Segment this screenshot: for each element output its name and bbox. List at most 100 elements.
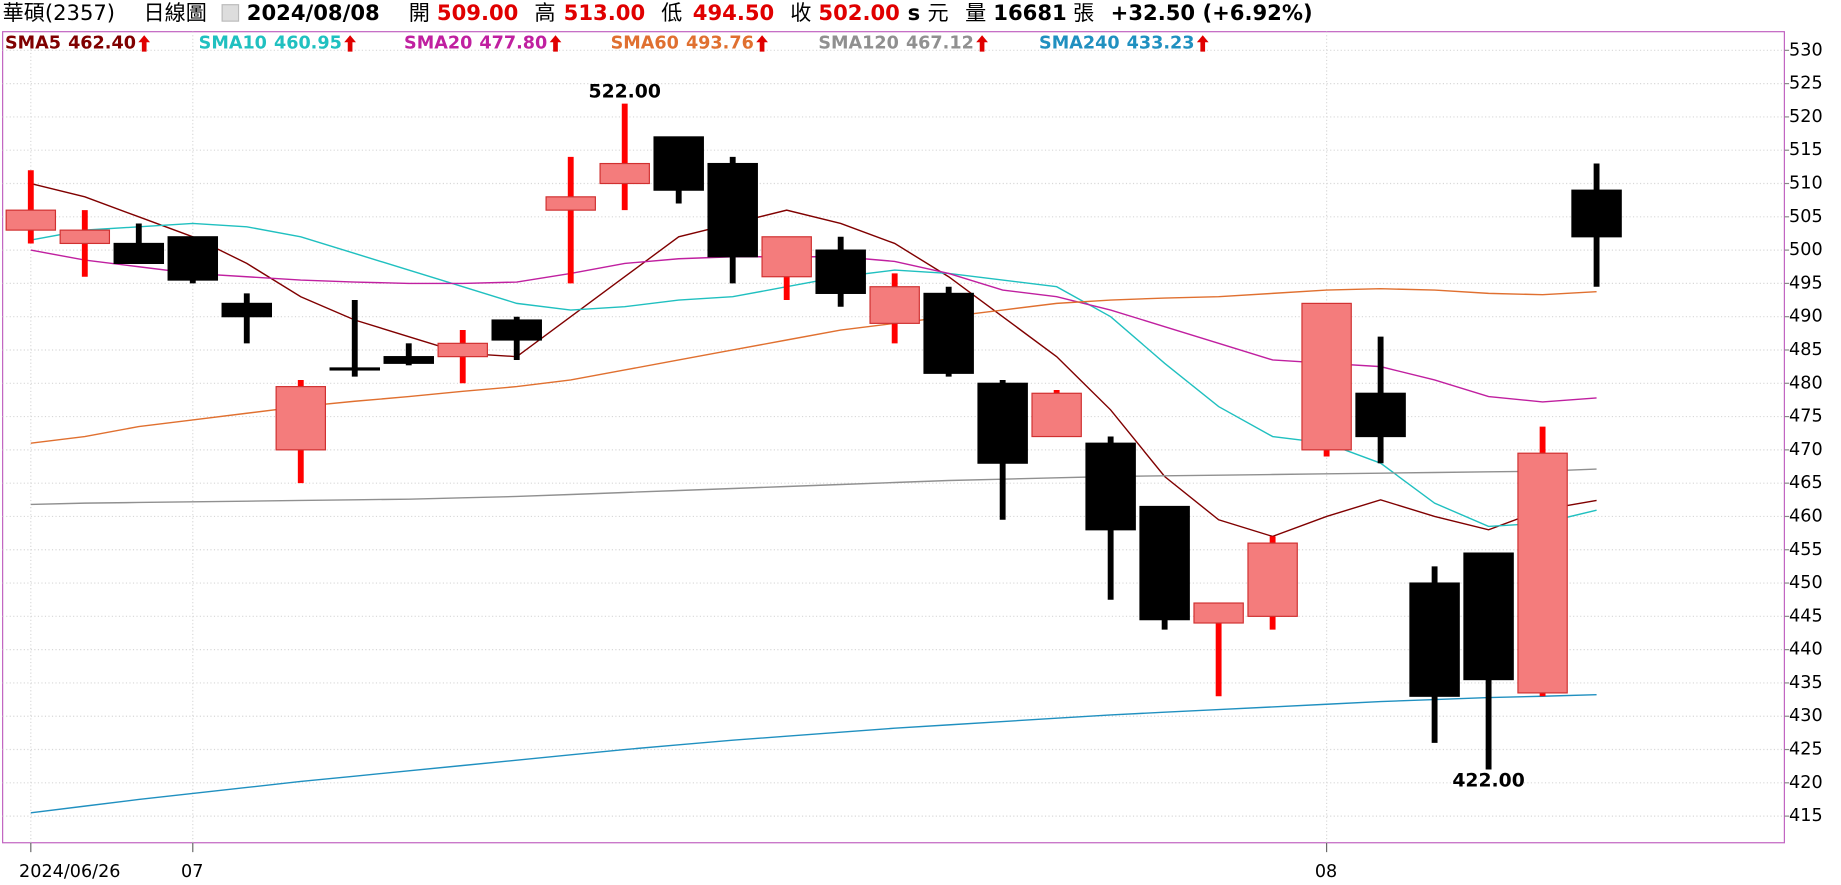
candle-body: [1517, 452, 1568, 694]
low-label: 低: [661, 0, 682, 25]
candle-body: [1193, 602, 1244, 624]
y-tick-label: 430: [1789, 706, 1823, 726]
period: 日線圖: [143, 0, 206, 25]
legend-value: 467.12: [906, 33, 974, 53]
candle-body: [275, 386, 327, 451]
legend-arrow: [976, 35, 988, 52]
legend-value: 477.80: [479, 33, 547, 53]
candle-body: [5, 209, 57, 231]
high-label: 高: [534, 0, 555, 25]
legend-name: SMA5: [5, 33, 61, 53]
candle-body: [59, 229, 111, 245]
legend-arrow: [344, 35, 356, 52]
close: 502.00: [818, 0, 899, 25]
legend-value: 433.23: [1127, 33, 1195, 53]
candle-body: [1571, 189, 1622, 238]
candle-body: [707, 162, 758, 258]
y-tick-label: 475: [1789, 407, 1823, 427]
y-tick-label: 525: [1789, 74, 1823, 94]
y-tick-label: 455: [1789, 540, 1823, 560]
candle-body: [1355, 392, 1406, 438]
currency: 元: [928, 0, 949, 25]
candle-body: [545, 196, 596, 211]
candle-body: [167, 236, 219, 281]
legend-arrow: [549, 35, 562, 52]
ma-line: [30, 694, 1597, 814]
y-tick-label: 515: [1789, 140, 1823, 160]
date: 2024/08/08: [247, 0, 380, 25]
open-label: 開: [409, 0, 430, 25]
candle-body: [869, 286, 920, 324]
y-tick-label: 445: [1789, 606, 1823, 626]
legend-value: 493.76: [686, 33, 754, 53]
legend-value: 460.95: [274, 33, 342, 53]
close-label: 收: [790, 0, 811, 25]
header: 華碩(2357) 日線圖 2024/08/08 開 509.00 高 513.0…: [3, 0, 1313, 25]
legend-name: SMA10: [199, 33, 267, 53]
legend-name: SMA240: [1039, 33, 1120, 53]
y-tick-label: 530: [1789, 40, 1823, 60]
legend-arrow: [138, 35, 151, 52]
candle-body: [599, 162, 650, 185]
volume: 16681: [993, 0, 1066, 25]
candle-body: [923, 292, 974, 374]
y-tick-label: 460: [1789, 506, 1823, 526]
y-tick-label: 420: [1789, 773, 1823, 793]
candle-body: [653, 136, 704, 191]
annotation: 422.00: [1452, 771, 1524, 792]
y-tick-label: 505: [1789, 207, 1823, 227]
y-tick-label: 465: [1789, 473, 1823, 493]
volume-label: 量: [965, 0, 986, 25]
dropdown[interactable]: [221, 4, 240, 22]
y-tick-label: 415: [1789, 806, 1823, 826]
y-tick-label: 510: [1789, 174, 1823, 194]
candle-body: [437, 342, 488, 358]
y-tick-label: 495: [1789, 273, 1823, 293]
candle-body: [113, 242, 165, 265]
x-tick-label: 2024/06/26: [19, 862, 120, 882]
y-tick-label: 450: [1789, 573, 1823, 593]
s: s: [908, 0, 921, 25]
candle-body: [329, 367, 380, 371]
y-tick-label: 500: [1789, 240, 1823, 260]
candle-body: [1247, 542, 1298, 617]
y-tick-label: 470: [1789, 440, 1823, 460]
legend-arrow: [756, 35, 768, 52]
y-tick-label: 435: [1789, 673, 1823, 693]
candle-body: [1463, 552, 1514, 681]
ma-line: [30, 182, 1597, 538]
candle-body: [1085, 442, 1136, 531]
ma-line: [30, 468, 1597, 506]
annotation: 522.00: [589, 81, 661, 102]
candle-body: [1031, 392, 1082, 438]
y-tick-label: 520: [1789, 107, 1823, 127]
candle-body: [1301, 302, 1352, 451]
candle-body: [761, 236, 812, 278]
open: 509.00: [437, 0, 518, 25]
y-tick-label: 440: [1789, 640, 1823, 660]
candle-body: [221, 302, 273, 318]
legend-name: SMA120: [818, 33, 899, 53]
plot-frame: [2, 31, 1785, 844]
y-tick-label: 480: [1789, 373, 1823, 393]
legend-name: SMA60: [611, 33, 679, 53]
candle-body: [815, 249, 866, 294]
legend-name: SMA20: [404, 33, 472, 53]
y-tick-label: 425: [1789, 740, 1823, 760]
stock-name: 華碩(2357): [3, 0, 115, 25]
volume-unit: 張: [1073, 0, 1094, 25]
candle-body: [491, 319, 542, 341]
legend-value: 462.40: [68, 33, 136, 53]
y-tick-label: 490: [1789, 307, 1823, 327]
candle-body: [383, 356, 434, 364]
change: +32.50 (+6.92%): [1111, 0, 1313, 25]
high: 513.00: [564, 0, 645, 25]
candle-body: [1139, 505, 1190, 621]
candle-body: [1409, 582, 1460, 697]
legend-arrow: [1196, 35, 1209, 52]
y-tick-label: 485: [1789, 340, 1823, 360]
low: 494.50: [693, 0, 774, 25]
x-tick-label: 07: [181, 862, 203, 882]
candle-body: [977, 382, 1028, 464]
